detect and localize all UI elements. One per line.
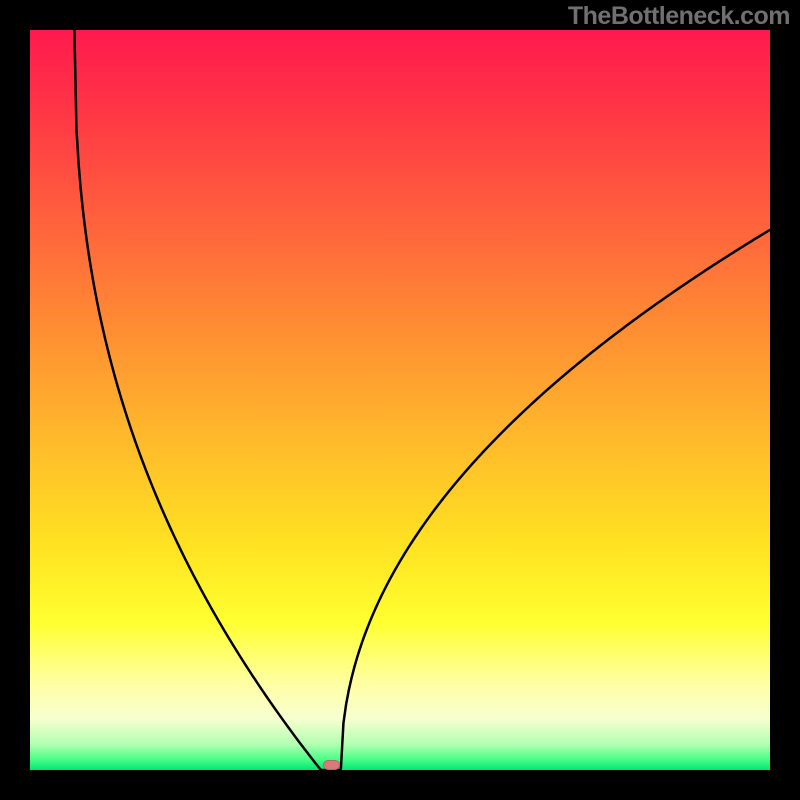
gradient-and-curve-layer <box>30 30 770 770</box>
bottleneck-minimum-marker <box>323 760 340 770</box>
bottleneck-curve <box>74 30 770 770</box>
chart-frame: TheBottleneck.com <box>0 0 800 800</box>
watermark-text: TheBottleneck.com <box>568 2 790 31</box>
plot-area <box>30 30 770 770</box>
